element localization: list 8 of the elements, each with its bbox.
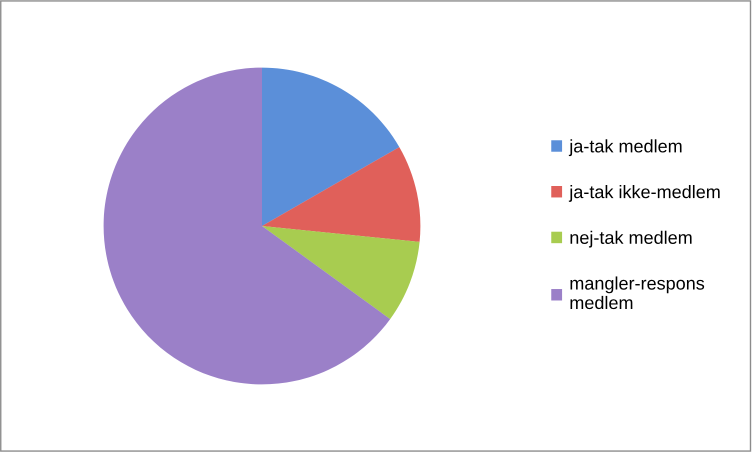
pie-slice [262, 147, 420, 242]
pie-slice [262, 226, 420, 320]
legend-label: mangler-respons medlem [570, 276, 704, 310]
legend-label: nej-tak medlem [570, 230, 692, 248]
legend-label: ja-tak medlem [568, 139, 682, 156]
pie-slice [262, 68, 400, 226]
pie-slice [104, 68, 390, 384]
legend-label: ja-tak ikke-medlem [568, 185, 720, 202]
